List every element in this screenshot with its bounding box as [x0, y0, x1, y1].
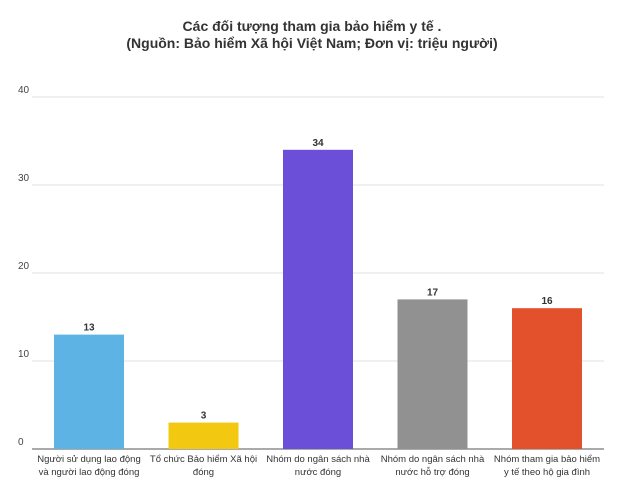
x-tick-label: nước hỗ trợ đóng [395, 467, 469, 478]
data-label: 17 [427, 287, 439, 298]
chart-subtitle: (Nguồn: Bảo hiểm Xã hội Việt Nam; Đơn vị… [126, 35, 498, 51]
y-tick-label: 40 [18, 85, 30, 96]
x-tick-label: nước đóng [295, 467, 341, 478]
y-tick-label: 10 [18, 349, 30, 360]
bar [397, 299, 468, 449]
y-tick-label: 20 [18, 261, 30, 272]
x-tick-label: và người lao động đóng [39, 467, 140, 478]
data-label: 34 [312, 138, 324, 149]
y-tick-label: 0 [18, 437, 24, 448]
y-tick-label: 30 [18, 173, 30, 184]
bar [283, 149, 353, 450]
x-tick-label: y tế theo hộ gia đình [504, 467, 590, 478]
x-tick-label: Nhóm do ngân sách nhà [381, 454, 485, 465]
data-label: 16 [541, 296, 553, 307]
bar [512, 308, 582, 449]
chart-title: Các đối tượng tham gia bảo hiểm y tế . [182, 18, 442, 34]
x-tick-label: đóng [193, 467, 214, 478]
bar [54, 334, 124, 449]
data-label: 3 [201, 411, 207, 422]
x-tick-label: Nhóm do ngân sách nhà [266, 454, 370, 465]
x-tick-label: Nhóm tham gia bảo hiểm [494, 454, 600, 465]
x-tick-label: Người sử dụng lao động [37, 454, 140, 465]
bar [168, 422, 239, 449]
data-label: 13 [83, 323, 95, 334]
x-tick-label: Tổ chức Bảo hiểm Xã hội [150, 454, 257, 465]
